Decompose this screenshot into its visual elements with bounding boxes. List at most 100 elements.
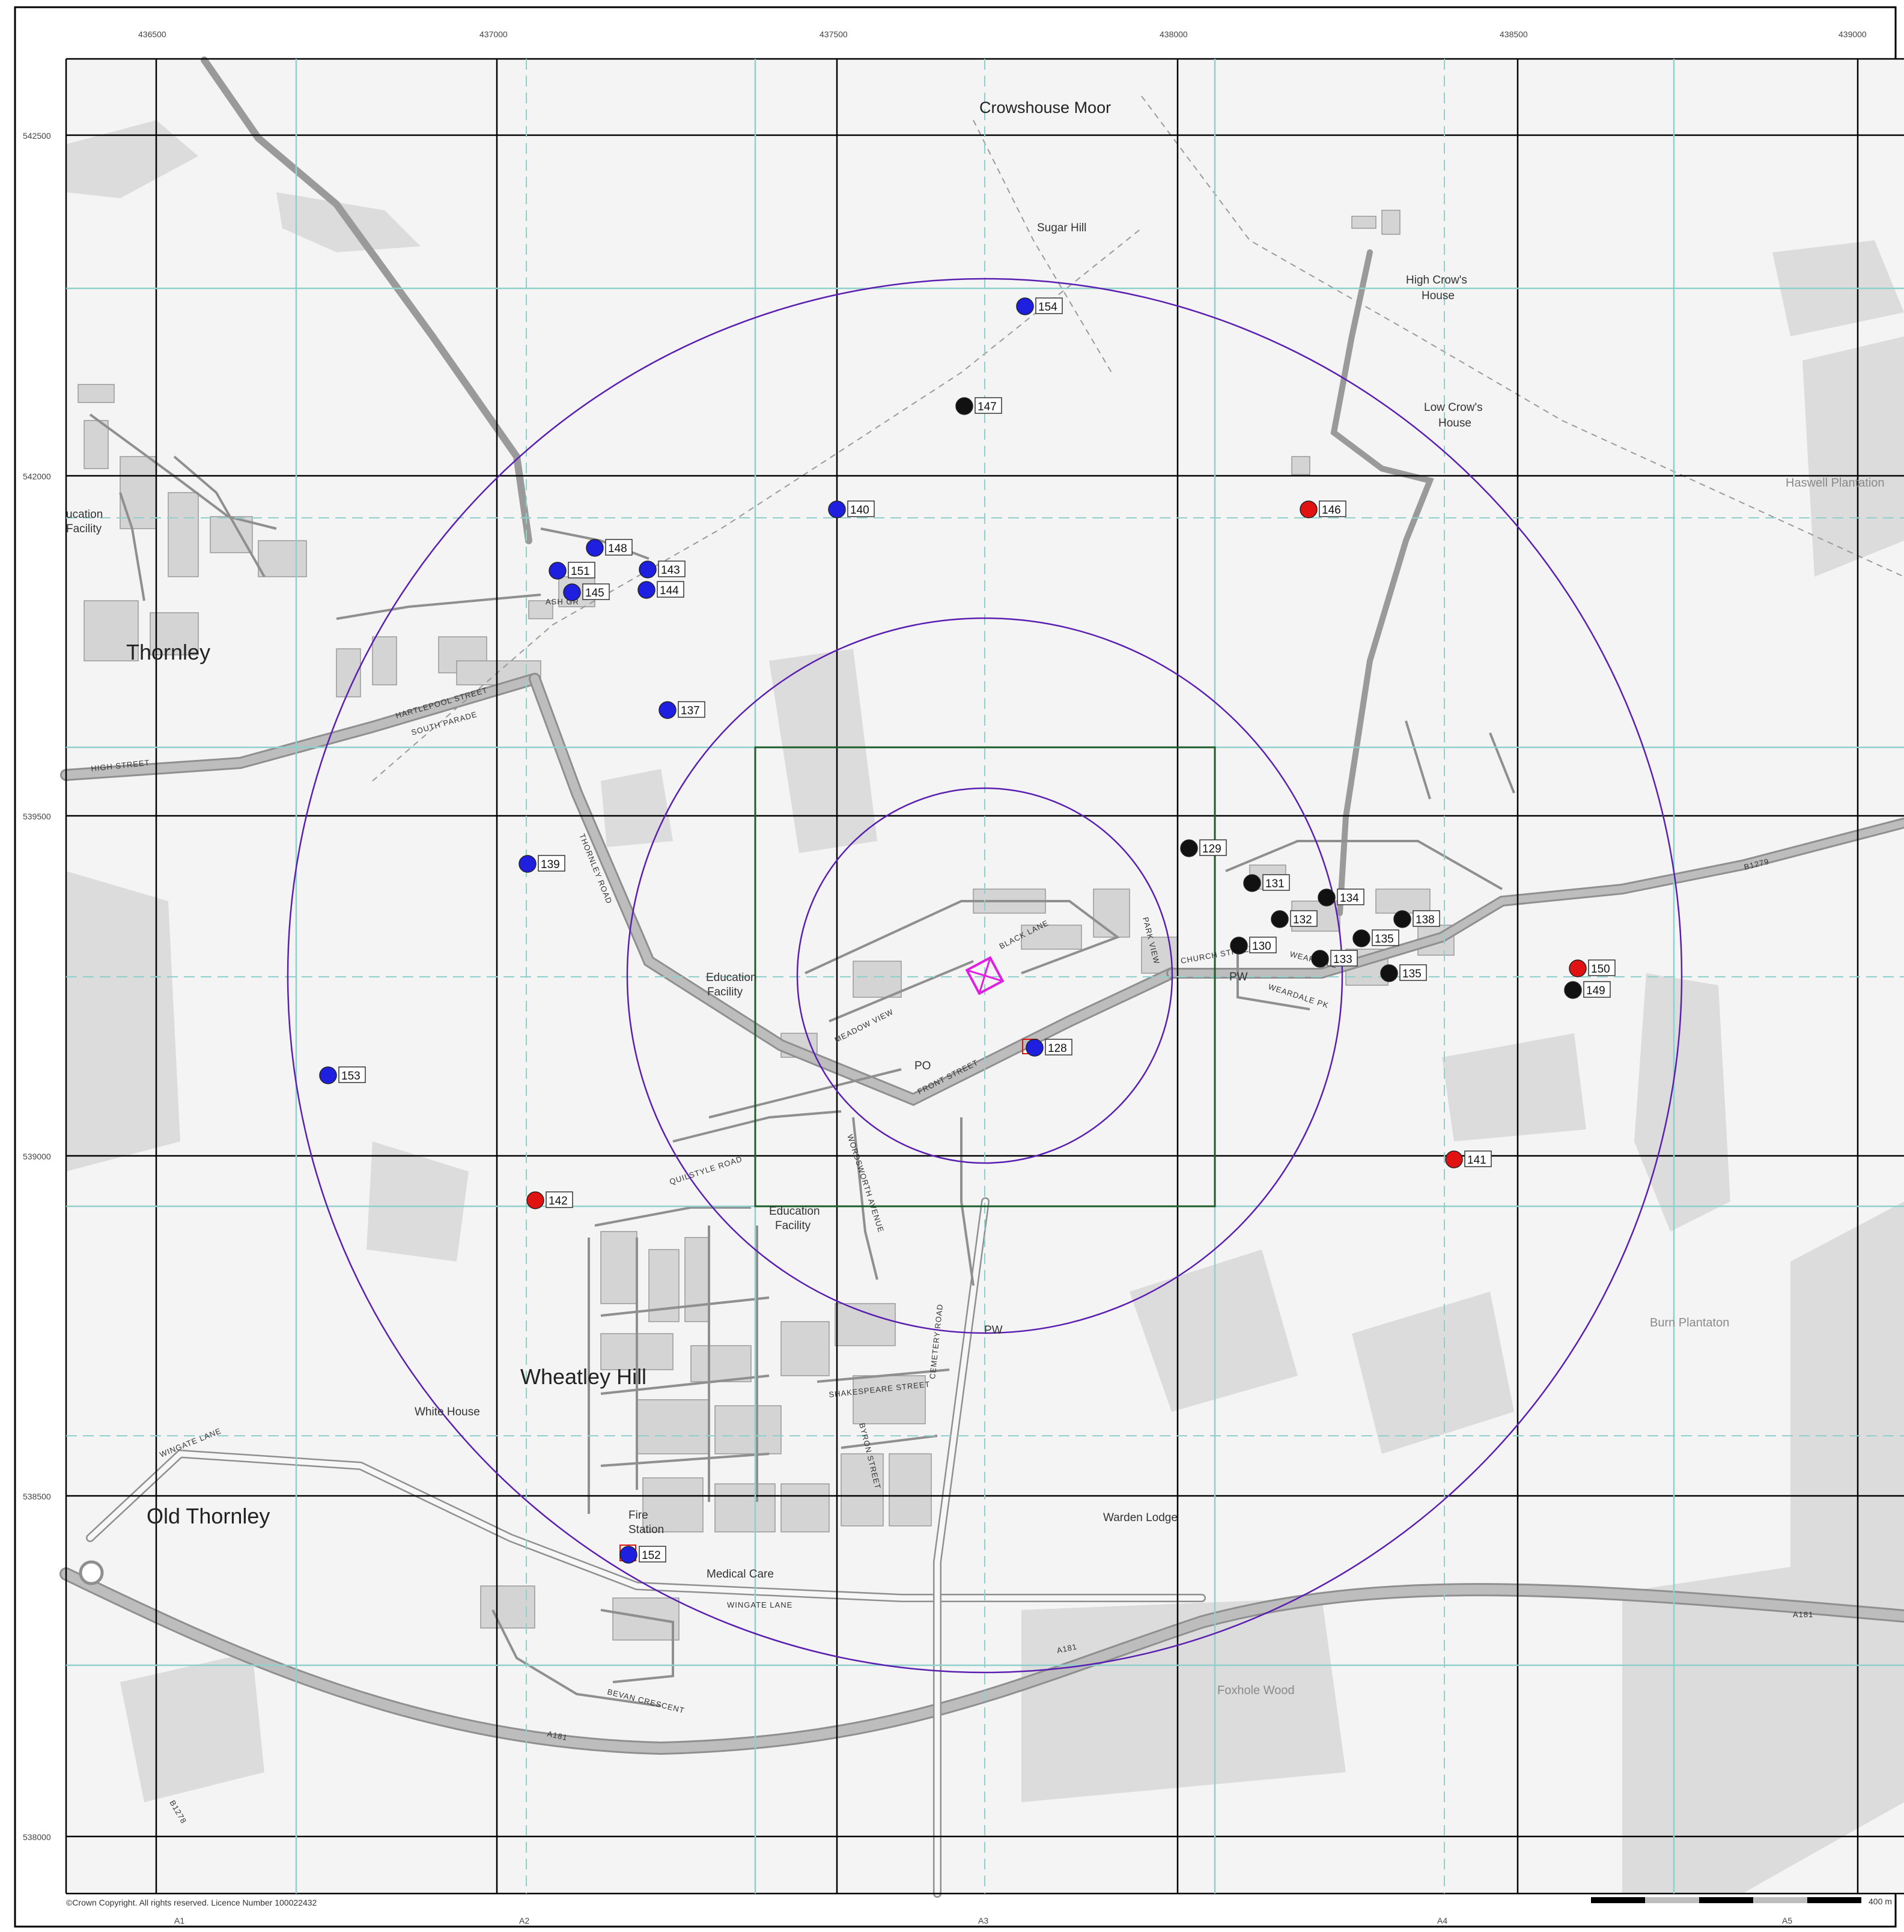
marker-label-151: 151: [571, 565, 590, 578]
marker-dot-139[interactable]: [519, 855, 537, 873]
marker-143[interactable]: 143: [639, 560, 686, 579]
marker-label-box-148: [605, 539, 633, 556]
marker-133[interactable]: 133: [1311, 950, 1358, 968]
marker-139[interactable]: 139: [519, 855, 565, 873]
marker-label-140: 140: [850, 504, 869, 517]
marker-142[interactable]: 142: [526, 1191, 573, 1209]
marker-dot-147[interactable]: [955, 397, 973, 415]
zone-a5: A5: [1782, 1916, 1792, 1925]
marker-dot-133[interactable]: [1311, 950, 1329, 968]
marker-dot-151[interactable]: [549, 562, 567, 580]
street-a181-east: A181: [1056, 1642, 1078, 1655]
tick-y-538500: 538500: [23, 1492, 51, 1501]
marker-153[interactable]: 153: [319, 1066, 366, 1084]
tick-y-542000: 542000: [23, 472, 51, 481]
marker-label-box-150: [1588, 959, 1616, 976]
marker-dot-129[interactable]: [1180, 839, 1198, 857]
marker-128[interactable]: 128: [1026, 1039, 1072, 1057]
marker-label-135b: 135: [1402, 968, 1422, 980]
tick-x-439000: 439000: [1839, 29, 1867, 39]
marker-131[interactable]: 131: [1243, 874, 1290, 892]
woodland-areas: [66, 120, 1904, 1894]
label-fire-station-1: Fire: [628, 1509, 648, 1522]
zone-a4: A4: [1437, 1916, 1447, 1925]
marker-label-box-142: [546, 1191, 573, 1208]
buffer-ring-middle: [626, 617, 1343, 1334]
marker-label-131: 131: [1265, 878, 1285, 890]
marker-label-137: 137: [681, 705, 700, 717]
label-foxhole-wood: Foxhole Wood: [1217, 1684, 1295, 1697]
marker-dot-141[interactable]: [1445, 1150, 1463, 1168]
markers-layer: 154 147 140 146 148 151 143 145 144 137 139 129 131 1…: [319, 297, 1616, 1564]
tick-y-539000: 539000: [23, 1152, 51, 1161]
marker-dot-152[interactable]: [619, 1546, 637, 1564]
marker-135a[interactable]: 135: [1352, 929, 1399, 947]
marker-dot-142[interactable]: [526, 1191, 544, 1209]
marker-dot-137[interactable]: [658, 701, 677, 719]
marker-129[interactable]: 129: [1180, 839, 1227, 857]
marker-154[interactable]: 154: [1016, 297, 1063, 315]
marker-150[interactable]: 150: [1569, 959, 1616, 977]
marker-138[interactable]: 138: [1393, 910, 1440, 928]
marker-137[interactable]: 137: [658, 701, 705, 719]
label-education-facility-west-1: ucation: [66, 508, 103, 521]
marker-label-143: 143: [661, 564, 680, 577]
marker-label-box-137: [678, 701, 705, 718]
marker-label-box-153: [338, 1066, 366, 1083]
marker-135b[interactable]: 135: [1380, 964, 1427, 982]
marker-dot-149[interactable]: [1564, 981, 1582, 999]
marker-label-148: 148: [608, 542, 627, 555]
zone-a2: A2: [519, 1916, 529, 1925]
marker-label-box-134: [1337, 889, 1364, 905]
marker-dot-135b[interactable]: [1380, 964, 1398, 982]
grid-ticks-top: 436500 437000 437500 438000 438500 43900…: [138, 29, 1867, 39]
marker-dot-128[interactable]: [1026, 1039, 1044, 1057]
label-medical-care: Medical Care: [707, 1568, 774, 1581]
marker-label-box-139: [538, 855, 565, 872]
marker-141[interactable]: 141: [1445, 1150, 1492, 1168]
marker-144[interactable]: 144: [637, 581, 684, 599]
label-sugar-hill: Sugar Hill: [1037, 222, 1086, 234]
marker-dot-154[interactable]: [1016, 297, 1034, 315]
marker-dot-153[interactable]: [319, 1066, 337, 1084]
grid-ticks-left: 542500 542000 539500 539000 538500 53800…: [23, 131, 51, 1842]
marker-152[interactable]: 152: [619, 1546, 666, 1564]
marker-label-box-143: [658, 560, 686, 577]
marker-label-145: 145: [585, 587, 604, 600]
marker-dot-144[interactable]: [637, 581, 655, 599]
marker-label-box-128: [1045, 1039, 1072, 1056]
marker-dot-146[interactable]: [1300, 500, 1318, 518]
marker-dot-130[interactable]: [1230, 937, 1248, 955]
marker-147[interactable]: 147: [955, 397, 1002, 415]
marker-dot-131[interactable]: [1243, 874, 1261, 892]
marker-146[interactable]: 146: [1300, 500, 1346, 518]
marker-130[interactable]: 130: [1230, 937, 1277, 955]
marker-148[interactable]: 148: [586, 539, 633, 557]
marker-dot-135a[interactable]: [1352, 929, 1370, 947]
marker-145[interactable]: 145: [563, 583, 610, 601]
marker-label-box-147: [975, 397, 1002, 414]
marker-dot-145[interactable]: [563, 583, 581, 601]
marker-dot-134[interactable]: [1318, 889, 1336, 907]
label-low-crows-house-1: Low Crow's: [1424, 401, 1483, 414]
label-crowshouse-moor: Crowshouse Moor: [979, 99, 1111, 117]
label-high-crows-house-2: House: [1422, 290, 1455, 302]
marker-label-box-133: [1330, 950, 1358, 967]
marker-label-box-138: [1413, 910, 1440, 927]
marker-dot-138[interactable]: [1393, 910, 1411, 928]
marker-140[interactable]: 140: [828, 500, 875, 518]
marker-132[interactable]: 132: [1271, 910, 1318, 928]
marker-dot-150[interactable]: [1569, 959, 1587, 977]
marker-134[interactable]: 134: [1318, 889, 1364, 907]
marker-dot-148[interactable]: [586, 539, 604, 557]
marker-dot-132[interactable]: [1271, 910, 1289, 928]
tick-x-438000: 438000: [1160, 29, 1188, 39]
label-thornley: Thornley: [126, 640, 210, 664]
marker-149[interactable]: 149: [1564, 981, 1611, 999]
marker-151[interactable]: 151: [549, 562, 595, 580]
marker-label-146: 146: [1322, 504, 1341, 517]
marker-dot-140[interactable]: [828, 500, 846, 518]
label-low-crows-house-2: House: [1438, 417, 1471, 430]
marker-dot-143[interactable]: [639, 560, 657, 579]
label-education-facility-central-2: Facility: [707, 986, 743, 998]
